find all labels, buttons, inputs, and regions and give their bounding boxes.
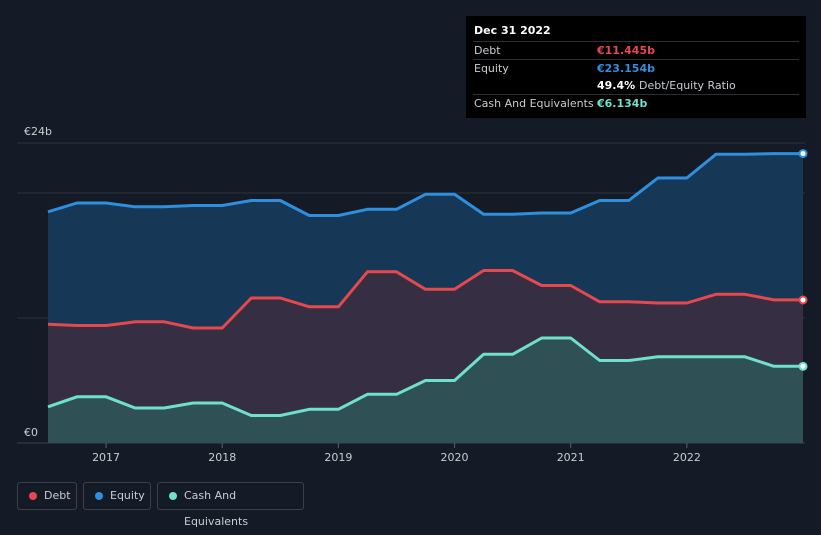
tooltip-label: Cash And Equivalents <box>474 97 594 110</box>
endpoint-marker <box>798 295 808 305</box>
legend-label: Cash And Equivalents <box>184 489 249 528</box>
x-tick-label: 2021 <box>557 451 585 464</box>
x-tick-label: 2018 <box>208 451 236 464</box>
y-tick-label: €24b <box>24 125 52 138</box>
y-tick-label: €0 <box>24 426 38 439</box>
legend-dot-icon <box>29 492 37 500</box>
legend-item-cash[interactable]: Cash And Equivalents <box>157 482 304 528</box>
x-tick-label: 2020 <box>441 451 469 464</box>
tooltip-value: €6.134b <box>597 97 648 110</box>
series-line-equity <box>47 152 803 217</box>
tooltip-value: €11.445b <box>597 44 655 57</box>
tooltip-date: Dec 31 2022 <box>474 24 551 37</box>
ratio-note: Debt/Equity Ratio <box>639 79 736 92</box>
tooltip-row-debt: Debt €11.445b <box>473 41 799 59</box>
endpoint-marker <box>798 149 808 159</box>
tooltip-label: Equity <box>474 62 509 75</box>
y-axis-ticks: €0 €24b <box>24 125 52 439</box>
tooltip-row-equity: Equity €23.154b <box>473 59 799 77</box>
legend-item-debt[interactable]: Debt <box>17 482 77 510</box>
series-line-debt <box>47 269 803 330</box>
endpoint-marker <box>798 361 808 371</box>
tooltip-panel: Dec 31 2022 Debt €11.445b Equity €23.154… <box>466 16 806 118</box>
ratio-value: 49.4% <box>597 79 636 92</box>
x-tick-label: 2019 <box>324 451 352 464</box>
chart-areas <box>48 153 803 443</box>
x-tick-label: 2022 <box>673 451 701 464</box>
legend-dot-icon <box>169 492 177 500</box>
area-cash-and-equivalents <box>48 338 803 443</box>
tooltip-row-ratio: 49.4% Debt/Equity Ratio <box>473 77 799 94</box>
x-axis-ticks: 2017 2018 2019 2020 2021 2022 <box>92 443 701 464</box>
tooltip-value: €23.154b <box>597 62 655 75</box>
series-line-cash-and-equivalents <box>47 336 803 417</box>
chart-lines <box>47 149 808 417</box>
x-tick-label: 2017 <box>92 451 120 464</box>
legend-item-equity[interactable]: Equity <box>83 482 151 510</box>
legend-label: Debt <box>44 489 71 502</box>
legend-label: Equity <box>110 489 145 502</box>
tooltip-label: Debt <box>474 44 501 57</box>
legend-dot-icon <box>95 492 103 500</box>
tooltip-ratio-value: 49.4% Debt/Equity Ratio <box>597 77 736 94</box>
tooltip-row-cash: Cash And Equivalents €6.134b <box>473 94 799 112</box>
